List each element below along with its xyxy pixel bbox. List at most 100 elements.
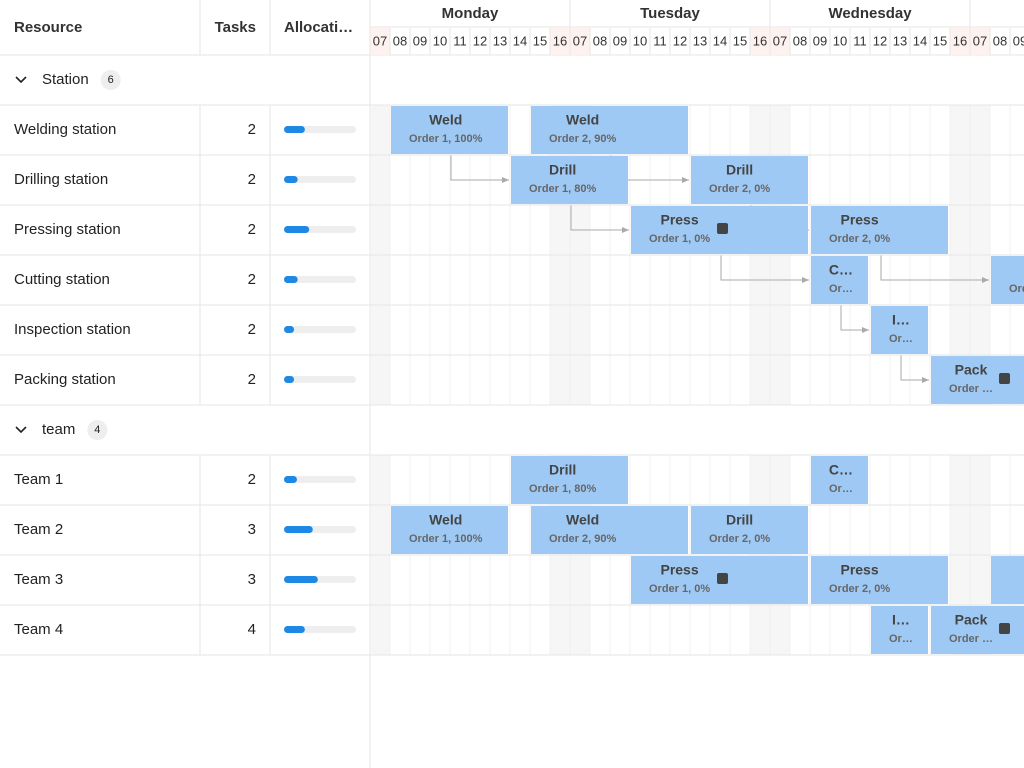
event-bar[interactable] [531, 506, 688, 554]
task-count: 2 [248, 121, 256, 138]
hour-label: 08 [793, 33, 807, 48]
allocation-track [284, 176, 356, 183]
event-bar[interactable] [511, 156, 628, 204]
column-header[interactable]: Tasks [215, 19, 256, 36]
event-detail: Order 1, 100% [409, 533, 483, 545]
allocation-fill [284, 476, 297, 483]
resource-name[interactable]: Inspection station [14, 321, 131, 338]
resource-name[interactable]: Team 3 [14, 571, 63, 588]
task-count: 2 [248, 271, 256, 288]
event-title: Drill [726, 162, 753, 178]
allocation-fill [284, 226, 310, 233]
allocation-fill [284, 276, 298, 283]
resource-name[interactable]: Pressing station [14, 221, 121, 238]
event-bar[interactable] [811, 456, 868, 504]
hour-label: 09 [413, 33, 427, 48]
hour-label: 16 [753, 33, 767, 48]
note-icon [717, 223, 728, 234]
event-detail: Order 1, 80% [529, 183, 596, 195]
event-detail: Order 1, 0% [649, 583, 710, 595]
event-bar[interactable] [991, 556, 1024, 604]
hour-label: 11 [853, 33, 867, 48]
expand-chevron[interactable] [15, 426, 27, 434]
event-title: Pack [955, 612, 988, 628]
resource-name[interactable]: Drilling station [14, 171, 108, 188]
hour-label: 08 [593, 33, 607, 48]
group-name[interactable]: Station [42, 71, 89, 88]
resource-name[interactable]: Team 1 [14, 471, 63, 488]
hour-label: 09 [1013, 33, 1024, 48]
resource-name[interactable]: Packing station [14, 371, 116, 388]
event-bar[interactable] [871, 606, 928, 654]
timeline-header: 07 08 09 10 11 12 13 14 15 16 07 08 09 10 11 12 13 14 15 16… [369, 0, 1024, 55]
resource-name[interactable]: Welding station [14, 121, 116, 138]
event-detail: Or… [829, 483, 853, 495]
task-count: 3 [248, 571, 256, 588]
allocation-fill [284, 176, 298, 183]
expand-chevron[interactable] [15, 76, 27, 84]
column-header[interactable]: Allocati… [284, 19, 353, 36]
event-detail: Order 2, 0% [1009, 283, 1024, 295]
hour-label: 07 [373, 33, 387, 48]
hour-cell [970, 28, 990, 55]
hour-label: 07 [573, 33, 587, 48]
event-bar[interactable] [531, 106, 688, 154]
event-bar[interactable] [511, 456, 628, 504]
event-title: Press [840, 212, 878, 228]
event-title: Weld [429, 112, 462, 128]
resource-name[interactable]: Team 4 [14, 621, 63, 638]
day-label: Tuesday [640, 5, 700, 22]
event-detail: Or… [829, 283, 853, 295]
group-name[interactable]: team [42, 421, 75, 438]
event-bar[interactable] [691, 506, 808, 554]
hour-cell [370, 28, 390, 55]
hour-label: 10 [433, 33, 447, 48]
hour-label: 07 [973, 33, 987, 48]
hour-label: 14 [713, 33, 727, 48]
note-icon [717, 573, 728, 584]
column-header[interactable]: Resource [14, 19, 82, 36]
day-label: Wednesday [828, 5, 912, 22]
event-bar[interactable] [871, 306, 928, 354]
task-count: 2 [248, 221, 256, 238]
event-bar[interactable] [691, 156, 808, 204]
hour-label: 16 [953, 33, 967, 48]
event-bar[interactable] [811, 256, 868, 304]
event-title: Pack [955, 362, 988, 378]
event-bar[interactable] [991, 256, 1024, 304]
event-bar[interactable] [391, 106, 508, 154]
hour-label: 11 [453, 33, 467, 48]
hour-cell [550, 28, 570, 55]
events: Order 1, 100% Weld Order 2, 90% Weld Order 1… [391, 106, 1024, 654]
task-count: 2 [248, 171, 256, 188]
task-count: 2 [248, 371, 256, 388]
event-title: C… [829, 462, 853, 478]
event-title: Press [660, 562, 698, 578]
event-detail: Order … [949, 633, 993, 645]
hour-label: 12 [873, 33, 887, 48]
hour-label: 13 [493, 33, 507, 48]
hour-label: 07 [773, 33, 787, 48]
note-icon [999, 373, 1010, 384]
event-detail: Order 1, 80% [529, 483, 596, 495]
event-detail: Or… [889, 333, 913, 345]
event-title: Press [840, 562, 878, 578]
hour-label: 13 [693, 33, 707, 48]
hour-cell [750, 28, 770, 55]
hour-label: 09 [613, 33, 627, 48]
resource-name[interactable]: Cutting station [14, 271, 110, 288]
count-badge [100, 70, 121, 90]
event-bar[interactable] [811, 556, 948, 604]
event-title: Drill [549, 462, 576, 478]
event-bar[interactable] [811, 206, 948, 254]
hour-label: 14 [913, 33, 927, 48]
hour-label: 11 [653, 33, 667, 48]
hour-label: 12 [673, 33, 687, 48]
resource-name[interactable]: Team 2 [14, 521, 63, 538]
event-detail: Order 1, 100% [409, 133, 483, 145]
event-detail: Order 1, 0% [649, 233, 710, 245]
allocation-fill [284, 326, 295, 333]
event-bar[interactable] [391, 506, 508, 554]
